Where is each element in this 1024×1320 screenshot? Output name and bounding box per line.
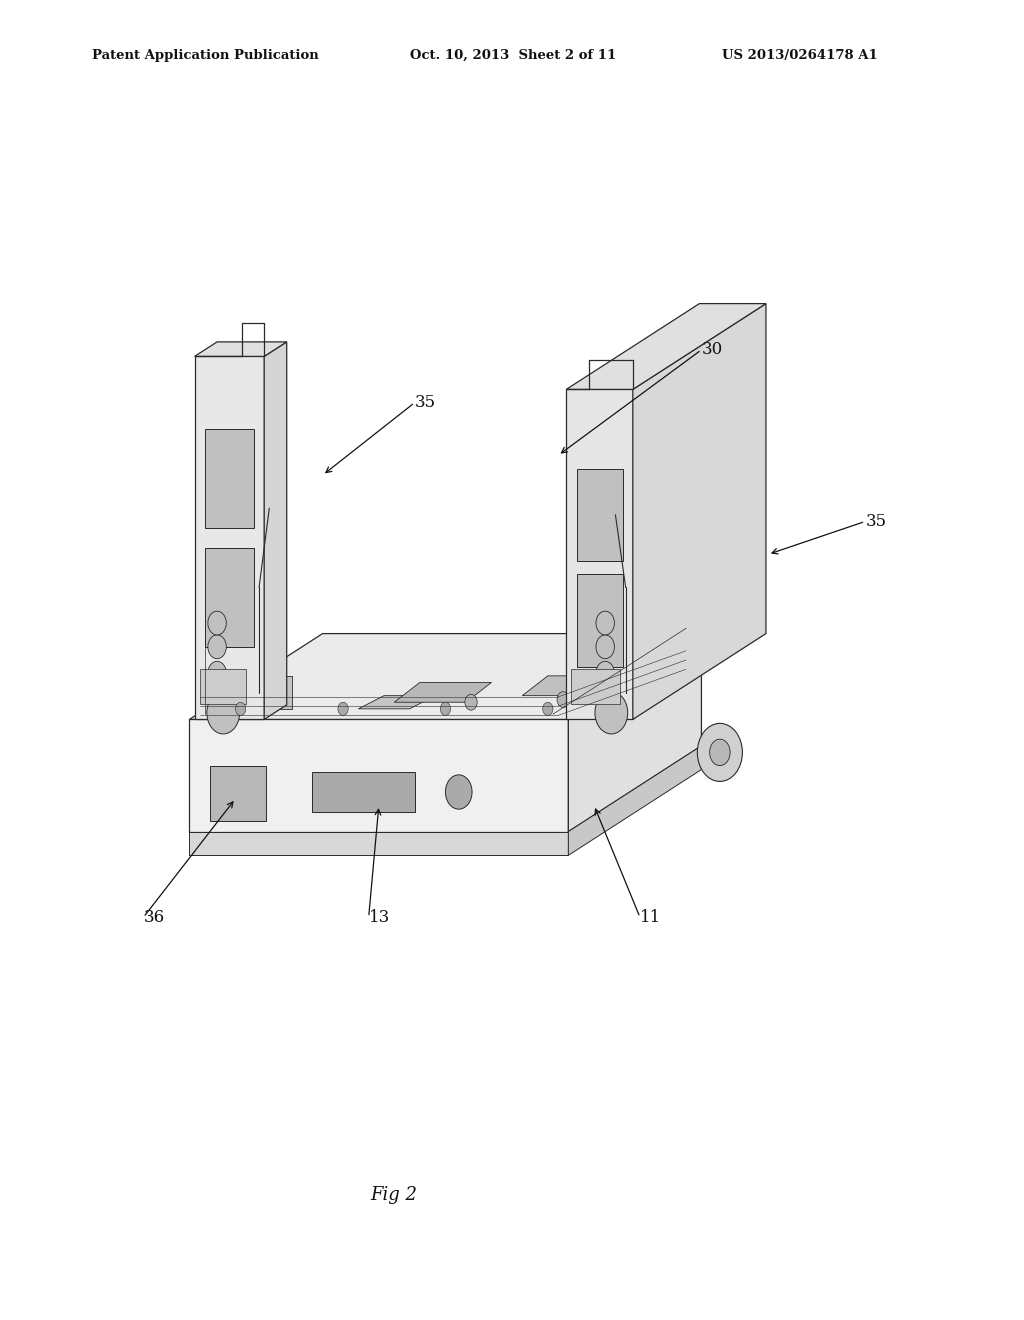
Polygon shape [577,469,623,561]
Circle shape [465,694,477,710]
Text: Fig 2: Fig 2 [371,1185,418,1204]
Circle shape [236,702,246,715]
Polygon shape [577,574,623,667]
Polygon shape [568,634,701,832]
Circle shape [208,661,226,685]
Polygon shape [522,676,604,696]
Text: 35: 35 [865,513,887,529]
Text: Patent Application Publication: Patent Application Publication [92,49,318,62]
Circle shape [543,702,553,715]
Polygon shape [312,772,415,812]
Polygon shape [189,634,701,719]
Circle shape [649,665,662,681]
Polygon shape [566,389,633,719]
Polygon shape [571,669,620,704]
Polygon shape [195,356,264,719]
Text: US 2013/0264178 A1: US 2013/0264178 A1 [722,49,878,62]
Circle shape [596,611,614,635]
Circle shape [596,661,614,685]
Circle shape [229,702,242,718]
Polygon shape [633,304,766,719]
Polygon shape [189,719,568,832]
Text: 36: 36 [143,909,165,925]
Circle shape [557,692,569,708]
Circle shape [440,702,451,715]
Polygon shape [205,548,254,647]
Circle shape [207,692,240,734]
Polygon shape [200,669,246,704]
Circle shape [710,739,730,766]
Text: 35: 35 [415,395,436,411]
Polygon shape [358,696,435,709]
Polygon shape [566,304,766,389]
Circle shape [697,723,742,781]
Text: 11: 11 [640,909,662,925]
Text: 30: 30 [701,342,723,358]
Circle shape [596,635,614,659]
Polygon shape [264,342,287,719]
Circle shape [445,775,472,809]
Circle shape [595,692,628,734]
Polygon shape [568,746,701,855]
Polygon shape [394,682,492,702]
Text: Oct. 10, 2013  Sheet 2 of 11: Oct. 10, 2013 Sheet 2 of 11 [410,49,615,62]
Polygon shape [189,832,568,855]
Circle shape [338,702,348,715]
Polygon shape [195,342,287,356]
Circle shape [208,635,226,659]
Polygon shape [251,676,292,709]
Polygon shape [210,766,266,821]
Text: 13: 13 [369,909,390,925]
Polygon shape [205,429,254,528]
Circle shape [208,611,226,635]
